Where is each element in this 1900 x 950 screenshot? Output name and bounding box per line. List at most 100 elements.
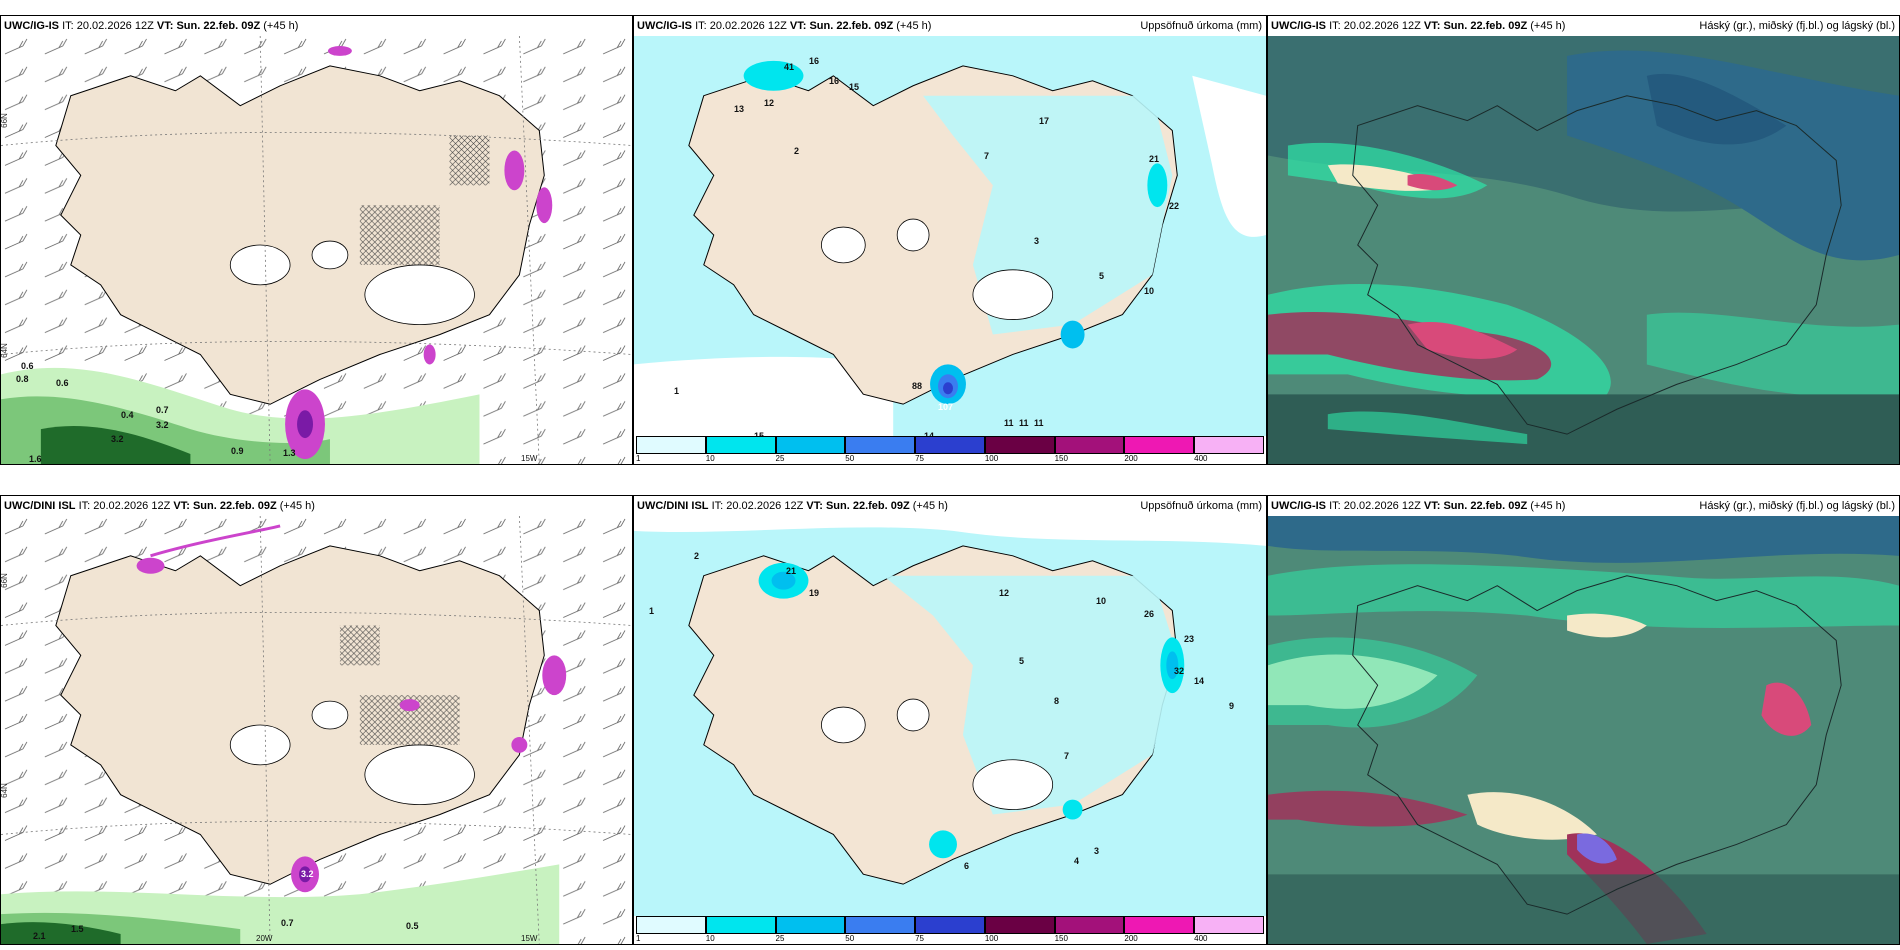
panel-header: UWC/IG-IS IT: 20.02.2026 12Z VT: Sun. 22… — [1, 16, 632, 36]
lead-time: (+45 h) — [279, 500, 315, 512]
vt-value: Sun. 22.feb. 09Z — [1443, 500, 1528, 512]
it-value: 20.02.2026 12Z — [93, 500, 171, 512]
wind-map-panel-top: UWC/IG-IS IT: 20.02.2026 12Z VT: Sun. 22… — [0, 15, 633, 465]
wind-map[interactable] — [1, 516, 632, 944]
it-label: IT: — [695, 20, 707, 32]
precip-title: Uppsöfnuð úrkoma (mm) — [1140, 500, 1262, 512]
colorbar-label: 150 — [1054, 934, 1068, 943]
it-value: 20.02.2026 12Z — [1343, 20, 1421, 32]
vt-label: VT: — [806, 500, 823, 512]
iceland-outline — [1352, 575, 1842, 915]
colorbar-swatch — [705, 436, 776, 454]
vt-label: VT: — [789, 20, 807, 32]
colorbar-label: 100 — [984, 454, 999, 463]
vt-label: VT: — [1423, 500, 1441, 512]
colorbar-label: 1 — [636, 454, 641, 463]
colorbar-label: 400 — [1194, 934, 1208, 943]
precip-title: Uppsöfnuð úrkoma (mm) — [1140, 20, 1262, 32]
lead-time: (+45 h) — [1530, 20, 1566, 32]
panel-header: UWC/DINI ISL IT: 20.02.2026 12Z VT: Sun.… — [634, 496, 1266, 516]
panel-header: UWC/DINI ISL IT: 20.02.2026 12Z VT: Sun.… — [1, 496, 632, 516]
it-label: IT: — [1329, 500, 1341, 512]
colorbar-label: 50 — [845, 934, 855, 943]
precip-colorbar-bottom: 1 10 25 50 75 100 150 200 400 — [636, 916, 1264, 944]
colorbar-swatch — [1194, 436, 1264, 454]
vt-label: VT: — [173, 500, 190, 512]
cloud-map[interactable] — [1268, 516, 1899, 944]
model-name: UWC/IG-IS — [1271, 20, 1326, 32]
colorbar-swatch — [915, 916, 985, 934]
cloud-map[interactable] — [1268, 36, 1899, 464]
vt-value: Sun. 22.feb. 09Z — [825, 500, 910, 512]
colorbar-label: 400 — [1194, 454, 1208, 463]
cloud-title: Háský (gr.), miðský (fj.bl.) og lágský (… — [1699, 500, 1895, 512]
lead-time: (+45 h) — [1530, 500, 1566, 512]
vt-value: Sun. 22.feb. 09Z — [809, 20, 894, 32]
colorbar-swatch — [636, 916, 706, 934]
colorbar-swatch — [775, 436, 846, 454]
colorbar-label: 25 — [775, 934, 785, 943]
colorbar-label: 50 — [845, 454, 855, 463]
panel-header: UWC/IG-IS IT: 20.02.2026 12Z VT: Sun. 22… — [1268, 496, 1899, 516]
precip-map[interactable] — [634, 516, 1266, 916]
precip-map[interactable] — [634, 36, 1266, 436]
colorbar-swatch — [636, 436, 706, 454]
vt-label: VT: — [156, 20, 174, 32]
colorbar-label: 200 — [1124, 934, 1138, 943]
colorbar-swatch — [915, 436, 985, 454]
model-name: UWC/IG-IS — [637, 20, 692, 32]
it-label: IT: — [78, 500, 91, 512]
model-name: UWC/IG-IS — [4, 20, 59, 32]
vt-value: Sun. 22.feb. 09Z — [192, 500, 277, 512]
model-name: UWC/IG-IS — [1271, 500, 1326, 512]
wind-map-svg — [1, 516, 632, 944]
iceland-outline — [1352, 95, 1842, 435]
colorbar-label: 200 — [1124, 454, 1138, 463]
cloud-map-panel-bottom: UWC/IG-IS IT: 20.02.2026 12Z VT: Sun. 22… — [1267, 495, 1900, 945]
precip-map-svg — [634, 36, 1266, 436]
cloud-map-svg — [1268, 36, 1899, 464]
colorbar-swatch — [1054, 436, 1125, 454]
lead-time: (+45 h) — [896, 20, 932, 32]
colorbar-swatch — [1054, 916, 1125, 934]
vt-value: Sun. 22.feb. 09Z — [176, 20, 261, 32]
panel-header: UWC/IG-IS IT: 20.02.2026 12Z VT: Sun. 22… — [634, 16, 1266, 36]
it-label: IT: — [711, 500, 724, 512]
colorbar-swatch — [1194, 916, 1264, 934]
it-value: 20.02.2026 12Z — [1343, 500, 1421, 512]
colorbar-label: 25 — [775, 454, 785, 463]
lead-time: (+45 h) — [263, 20, 299, 32]
colorbar-label: 10 — [705, 934, 715, 943]
vt-value: Sun. 22.feb. 09Z — [1443, 20, 1528, 32]
colorbar-label: 75 — [915, 934, 924, 943]
model-name: UWC/DINI ISL — [4, 500, 76, 512]
precip-colorbar-top: 1 10 25 50 75 100 150 200 400 — [636, 436, 1264, 464]
colorbar-label: 150 — [1054, 454, 1068, 463]
cloud-title: Háský (gr.), miðský (fj.bl.) og lágský (… — [1699, 20, 1895, 32]
wind-map[interactable] — [1, 36, 632, 464]
colorbar-swatch — [845, 436, 916, 454]
precip-map-panel-bottom: UWC/DINI ISL IT: 20.02.2026 12Z VT: Sun.… — [633, 495, 1267, 945]
colorbar-swatch — [984, 436, 1055, 454]
it-value: 20.02.2026 12Z — [76, 20, 154, 32]
panel-header: UWC/IG-IS IT: 20.02.2026 12Z VT: Sun. 22… — [1268, 16, 1899, 36]
vt-label: VT: — [1423, 20, 1441, 32]
colorbar-label: 100 — [984, 934, 999, 943]
colorbar-swatch — [775, 916, 846, 934]
it-label: IT: — [62, 20, 74, 32]
colorbar-swatch — [1124, 436, 1195, 454]
cloud-map-svg — [1268, 516, 1899, 944]
wind-map-panel-bottom: UWC/DINI ISL IT: 20.02.2026 12Z VT: Sun.… — [0, 495, 633, 945]
it-value: 20.02.2026 12Z — [709, 20, 787, 32]
cloud-map-panel-top: UWC/IG-IS IT: 20.02.2026 12Z VT: Sun. 22… — [1267, 15, 1900, 465]
colorbar-label: 75 — [915, 454, 924, 463]
lead-time: (+45 h) — [912, 500, 948, 512]
colorbar-swatch — [984, 916, 1055, 934]
model-name: UWC/DINI ISL — [637, 500, 709, 512]
wind-map-svg — [1, 36, 632, 464]
colorbar-swatch — [845, 916, 916, 934]
it-value: 20.02.2026 12Z — [726, 500, 804, 512]
colorbar-swatch — [705, 916, 776, 934]
it-label: IT: — [1329, 20, 1341, 32]
colorbar-label: 10 — [705, 454, 715, 463]
